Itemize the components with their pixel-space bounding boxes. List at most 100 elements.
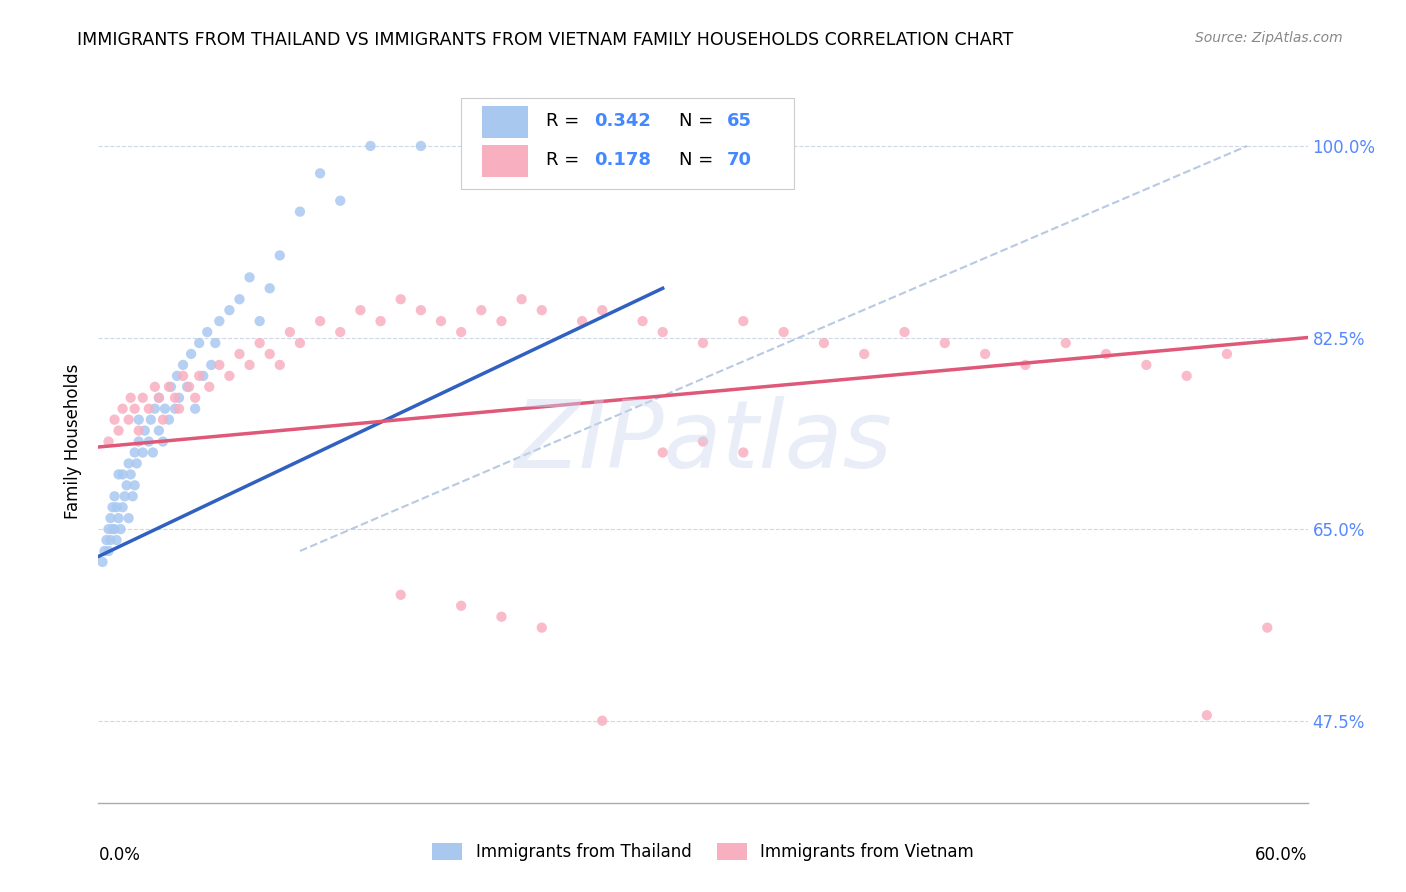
Point [139, 412, 162, 426]
FancyBboxPatch shape [461, 98, 793, 189]
Point [101, 522, 124, 536]
Text: 70: 70 [727, 151, 752, 169]
Point [103, 522, 125, 536]
Point [93, 544, 115, 558]
Point [111, 401, 134, 416]
Point [124, 445, 146, 459]
Point [208, 358, 231, 372]
Point [470, 303, 492, 318]
Point [1135, 358, 1157, 372]
Point [184, 391, 207, 405]
Point [107, 511, 129, 525]
Point [259, 281, 281, 295]
Point [288, 336, 311, 351]
Point [121, 489, 143, 503]
Point [124, 401, 146, 416]
Point [193, 368, 215, 383]
Point [198, 380, 221, 394]
Point [692, 336, 714, 351]
Point [1175, 368, 1198, 383]
Point [692, 434, 714, 449]
Point [329, 325, 352, 339]
Point [184, 401, 207, 416]
Point [349, 303, 371, 318]
Text: 0.178: 0.178 [595, 151, 651, 169]
Point [591, 303, 613, 318]
Point [510, 292, 533, 306]
Point [631, 314, 654, 328]
Point [128, 424, 150, 438]
Point [571, 314, 593, 328]
Point [160, 380, 183, 394]
Text: N =: N = [679, 151, 718, 169]
Point [100, 511, 122, 525]
Point [114, 489, 136, 503]
Point [148, 391, 170, 405]
Point [772, 325, 794, 339]
Point [152, 434, 174, 449]
Point [934, 336, 956, 351]
Point [651, 445, 673, 459]
Point [259, 347, 281, 361]
Text: R =: R = [546, 151, 585, 169]
Point [228, 347, 250, 361]
Point [100, 533, 122, 547]
Point [188, 336, 211, 351]
Point [101, 500, 124, 515]
Point [239, 270, 262, 285]
Point [195, 325, 218, 339]
Point [239, 358, 262, 372]
Point [370, 314, 392, 328]
Point [124, 478, 146, 492]
Point [389, 292, 412, 306]
Point [1216, 347, 1239, 361]
Point [111, 500, 134, 515]
Point [96, 533, 118, 547]
Text: R =: R = [546, 112, 585, 130]
Point [179, 380, 201, 394]
Point [138, 434, 160, 449]
Point [309, 314, 332, 328]
Text: N =: N = [679, 112, 718, 130]
Point [591, 714, 613, 728]
Point [143, 380, 166, 394]
Point [249, 314, 271, 328]
Point [125, 457, 148, 471]
Bar [482, 145, 527, 178]
Point [409, 303, 432, 318]
Point [163, 391, 186, 405]
Point [893, 325, 915, 339]
Point [118, 457, 141, 471]
Point [118, 511, 141, 525]
Point [208, 314, 231, 328]
Point [132, 391, 155, 405]
Point [91, 555, 114, 569]
Point [128, 412, 150, 426]
Point [148, 424, 170, 438]
Point [249, 336, 271, 351]
Bar [482, 106, 527, 138]
Point [530, 621, 553, 635]
Point [103, 489, 125, 503]
Text: 0.0%: 0.0% [98, 847, 141, 864]
Point [105, 500, 128, 515]
Point [107, 467, 129, 482]
Point [853, 347, 876, 361]
Point [188, 368, 211, 383]
Point [974, 347, 997, 361]
Point [288, 204, 311, 219]
Point [118, 412, 141, 426]
Text: Source: ZipAtlas.com: Source: ZipAtlas.com [1195, 31, 1343, 45]
Point [103, 412, 125, 426]
Point [269, 358, 291, 372]
Point [105, 533, 128, 547]
Point [430, 314, 453, 328]
Point [115, 478, 138, 492]
Text: ZIPatlas: ZIPatlas [515, 396, 891, 487]
Point [651, 325, 673, 339]
Point [180, 347, 202, 361]
Point [110, 522, 132, 536]
Point [107, 424, 129, 438]
Point [167, 391, 190, 405]
Point [120, 467, 142, 482]
